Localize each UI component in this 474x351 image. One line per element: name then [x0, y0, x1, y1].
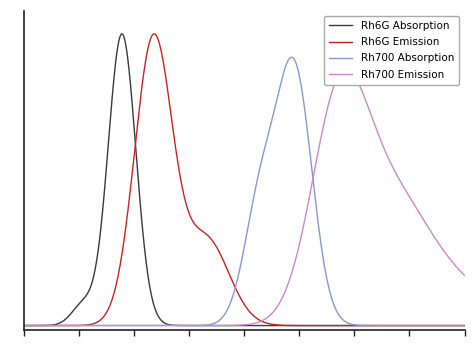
- Rh700 Absorption: [213, 320, 219, 325]
- Rh700 Absorption: [289, 55, 294, 59]
- Rh700 Emission: [210, 324, 215, 328]
- Rh6G Emission: [448, 324, 454, 328]
- Rh6G Emission: [8, 324, 14, 328]
- Rh700 Absorption: [210, 322, 215, 326]
- Rh700 Emission: [448, 259, 454, 263]
- Rh6G Absorption: [119, 32, 125, 36]
- Rh6G Absorption: [472, 324, 474, 328]
- Rh700 Emission: [8, 324, 14, 328]
- Rh700 Absorption: [8, 324, 14, 328]
- Rh700 Absorption: [236, 273, 241, 277]
- Rh6G Emission: [213, 244, 219, 249]
- Rh6G Absorption: [8, 324, 14, 328]
- Rh6G Absorption: [213, 324, 219, 328]
- Line: Rh700 Absorption: Rh700 Absorption: [11, 57, 474, 326]
- Line: Rh6G Absorption: Rh6G Absorption: [11, 34, 474, 326]
- Rh6G Absorption: [356, 324, 362, 328]
- Rh6G Absorption: [210, 324, 215, 328]
- Rh6G Emission: [151, 32, 157, 36]
- Rh700 Emission: [472, 283, 474, 287]
- Rh700 Absorption: [472, 324, 474, 328]
- Rh6G Absorption: [236, 324, 241, 328]
- Rh700 Emission: [213, 323, 219, 327]
- Legend: Rh6G Absorption, Rh6G Emission, Rh700 Absorption, Rh700 Emission: Rh6G Absorption, Rh6G Emission, Rh700 Ab…: [324, 16, 459, 85]
- Rh700 Emission: [236, 323, 241, 327]
- Rh700 Absorption: [356, 323, 362, 327]
- Rh6G Emission: [356, 324, 362, 328]
- Rh700 Absorption: [448, 324, 454, 328]
- Rh6G Emission: [210, 238, 215, 243]
- Rh6G Emission: [236, 292, 241, 297]
- Rh700 Emission: [356, 82, 362, 86]
- Rh700 Emission: [343, 67, 349, 71]
- Line: Rh700 Emission: Rh700 Emission: [11, 69, 474, 326]
- Rh6G Emission: [472, 324, 474, 328]
- Line: Rh6G Emission: Rh6G Emission: [11, 34, 474, 326]
- Rh6G Absorption: [448, 324, 454, 328]
